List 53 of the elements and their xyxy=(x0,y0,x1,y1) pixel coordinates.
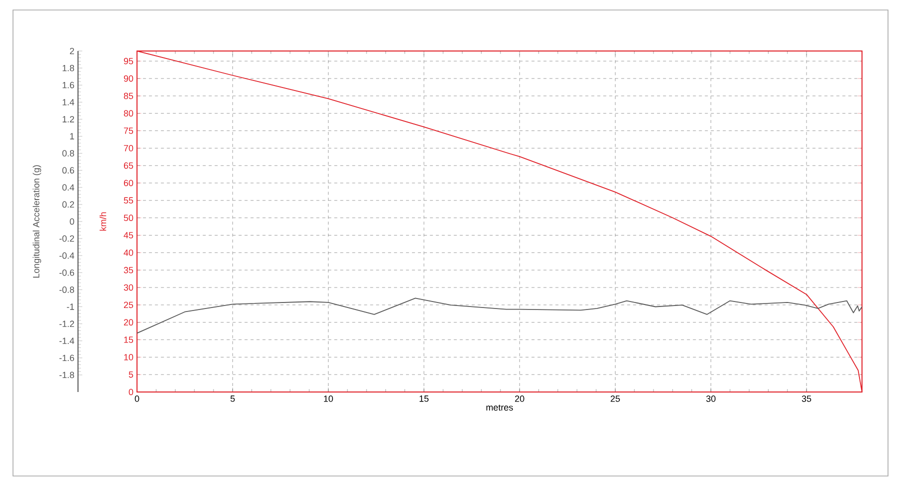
y-tick-label: -1.8 xyxy=(59,372,74,378)
y-tick-label: -0.8 xyxy=(59,286,74,293)
y2-tick-label: 75 xyxy=(124,128,134,134)
x-axis-title: metres xyxy=(486,404,513,411)
y2-tick-label: 0 xyxy=(128,388,134,396)
y2-tick-label: 20 xyxy=(124,319,134,326)
y2-tick-label: 70 xyxy=(124,144,134,152)
line-series xyxy=(137,298,862,334)
y-tick-label: 1 xyxy=(70,133,74,140)
x-tick-label: 5 xyxy=(230,396,235,402)
y2-axis-title: km/h xyxy=(100,212,106,231)
x-tick-label: 35 xyxy=(802,396,812,402)
y-tick-label: 1.8 xyxy=(62,64,74,72)
y2-tick-label: 95 xyxy=(124,58,134,64)
y2-tick-label: 30 xyxy=(124,284,134,291)
y2-tick-label: 60 xyxy=(124,180,134,186)
x-tick-label: 25 xyxy=(610,396,620,402)
line-series xyxy=(137,50,862,392)
y-tick-label: 2 xyxy=(70,48,74,54)
y-tick-label: 0.6 xyxy=(62,167,74,174)
y2-tick-label: 10 xyxy=(124,354,134,360)
y2-tick-label: 85 xyxy=(124,92,134,100)
y-tick-label: 0 xyxy=(70,218,74,225)
x-tick-label: 20 xyxy=(515,396,524,402)
y-axis-title: Longitudinal Acceleration (g) xyxy=(32,165,42,278)
y2-tick-label: 90 xyxy=(124,75,134,82)
x-tick-label: 30 xyxy=(706,396,716,402)
x-tick-label: 10 xyxy=(324,396,333,402)
y-tick-label: 0.2 xyxy=(62,201,74,208)
y2-tick-label: 45 xyxy=(124,232,134,238)
x-tick-label: 0 xyxy=(134,396,140,402)
y-tick-label: 1.6 xyxy=(62,82,74,88)
y2-tick-label: 50 xyxy=(124,214,134,222)
y-tick-label: -0.6 xyxy=(59,269,74,276)
y-tick-label: 0.8 xyxy=(62,150,74,156)
y2-tick-label: 15 xyxy=(124,336,134,343)
x-tick-label: 15 xyxy=(420,396,429,402)
y2-tick-label: 40 xyxy=(124,249,134,256)
y2-tick-label: 25 xyxy=(124,302,134,308)
y2-tick-label: 65 xyxy=(124,162,134,169)
y-tick-label: 1.4 xyxy=(62,99,74,106)
y2-tick-label: 5 xyxy=(128,371,134,378)
y-tick-label: 1.2 xyxy=(62,116,74,122)
y-tick-label: -0.2 xyxy=(59,235,74,242)
y-tick-label: -1.4 xyxy=(59,338,74,344)
y2-tick-label: 35 xyxy=(124,266,134,274)
y-tick-label: 0.4 xyxy=(62,184,74,191)
y-tick-label: -1.2 xyxy=(59,320,74,327)
y2-tick-label: 80 xyxy=(124,110,134,117)
y-tick-label: -1 xyxy=(66,304,74,310)
y-tick-label: -0.4 xyxy=(59,252,74,259)
y-tick-label: -1.6 xyxy=(59,354,74,362)
y2-tick-label: 55 xyxy=(124,197,134,204)
